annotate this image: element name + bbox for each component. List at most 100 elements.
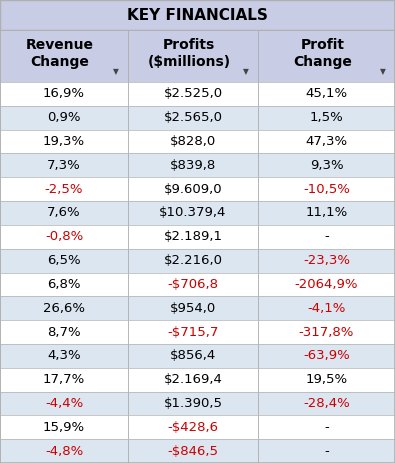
Bar [0, 201, 128, 225]
Bar [128, 273, 258, 296]
Text: 7,6%: 7,6% [47, 206, 81, 219]
Text: $2.565,0: $2.565,0 [164, 111, 222, 124]
Bar [258, 249, 395, 273]
Bar [128, 296, 258, 320]
Bar [0, 153, 395, 177]
Text: $954,0: $954,0 [170, 302, 216, 315]
Text: -: - [324, 444, 329, 457]
Bar [128, 439, 258, 463]
Bar [258, 296, 395, 320]
Text: -$846,5: -$846,5 [167, 444, 218, 457]
Bar [128, 153, 258, 177]
Bar [0, 368, 395, 392]
Bar [128, 344, 258, 368]
Text: -$715,7: -$715,7 [167, 325, 219, 338]
Text: $2.169,4: $2.169,4 [164, 373, 222, 386]
Bar [0, 439, 395, 463]
Text: 11,1%: 11,1% [305, 206, 348, 219]
Text: 19,5%: 19,5% [305, 373, 348, 386]
Text: $10.379,4: $10.379,4 [159, 206, 227, 219]
Text: Profits
($millions): Profits ($millions) [148, 38, 231, 69]
Bar [0, 273, 128, 296]
Bar [0, 320, 128, 344]
Text: -4,8%: -4,8% [45, 444, 83, 457]
Text: KEY FINANCIALS: KEY FINANCIALS [127, 7, 268, 23]
Text: $2.216,0: $2.216,0 [164, 254, 222, 267]
Bar [128, 320, 258, 344]
Bar [0, 201, 395, 225]
Bar [0, 249, 395, 273]
Bar [258, 201, 395, 225]
Text: 8,7%: 8,7% [47, 325, 81, 338]
Text: 17,7%: 17,7% [43, 373, 85, 386]
Bar [128, 201, 258, 225]
Bar [0, 82, 395, 106]
Bar [258, 368, 395, 392]
Bar [258, 392, 395, 415]
Text: 4,3%: 4,3% [47, 350, 81, 363]
Bar [0, 392, 395, 415]
Text: 9,3%: 9,3% [310, 159, 343, 172]
Text: ▼: ▼ [243, 68, 249, 76]
Bar [0, 273, 395, 296]
Text: $1.390,5: $1.390,5 [164, 397, 222, 410]
Text: $856,4: $856,4 [170, 350, 216, 363]
Text: 6,8%: 6,8% [47, 278, 81, 291]
Bar [128, 177, 258, 201]
Bar [258, 130, 395, 153]
Bar [258, 415, 395, 439]
Bar [258, 177, 395, 201]
Text: 16,9%: 16,9% [43, 88, 85, 100]
Text: -$428,6: -$428,6 [167, 421, 218, 434]
Text: 15,9%: 15,9% [43, 421, 85, 434]
Text: -10,5%: -10,5% [303, 183, 350, 196]
Bar [0, 439, 128, 463]
Bar [128, 225, 258, 249]
Bar [258, 106, 395, 130]
Bar [0, 153, 128, 177]
Bar [0, 344, 128, 368]
Bar [0, 130, 128, 153]
Bar [0, 177, 128, 201]
Text: -317,8%: -317,8% [299, 325, 354, 338]
Bar [0, 106, 128, 130]
Text: -2064,9%: -2064,9% [295, 278, 358, 291]
Bar [0, 392, 128, 415]
Text: 47,3%: 47,3% [305, 135, 348, 148]
Text: -2,5%: -2,5% [45, 183, 83, 196]
Bar [128, 82, 258, 106]
Text: $2.189,1: $2.189,1 [164, 230, 222, 243]
Text: 26,6%: 26,6% [43, 302, 85, 315]
Bar [128, 249, 258, 273]
Text: $9.609,0: $9.609,0 [164, 183, 222, 196]
Text: 1,5%: 1,5% [310, 111, 343, 124]
Bar [128, 368, 258, 392]
Text: ▼: ▼ [113, 68, 119, 76]
Bar [0, 30, 128, 82]
Bar [0, 82, 128, 106]
Text: -: - [324, 230, 329, 243]
Text: -23,3%: -23,3% [303, 254, 350, 267]
Bar [0, 296, 128, 320]
Bar [0, 249, 128, 273]
Bar [0, 296, 395, 320]
Bar [0, 106, 395, 130]
Text: 7,3%: 7,3% [47, 159, 81, 172]
Bar [258, 153, 395, 177]
Bar [0, 177, 395, 201]
Bar [128, 130, 258, 153]
Bar [0, 344, 395, 368]
Text: -28,4%: -28,4% [303, 397, 350, 410]
Text: -4,1%: -4,1% [307, 302, 346, 315]
Bar [0, 0, 395, 30]
Text: 0,9%: 0,9% [47, 111, 81, 124]
Text: -$706,8: -$706,8 [167, 278, 218, 291]
Text: 45,1%: 45,1% [305, 88, 348, 100]
Bar [258, 439, 395, 463]
Bar [0, 320, 395, 344]
Text: $839,8: $839,8 [170, 159, 216, 172]
Bar [128, 392, 258, 415]
Bar [0, 415, 395, 439]
Bar [0, 225, 128, 249]
Text: ▼: ▼ [380, 68, 386, 76]
